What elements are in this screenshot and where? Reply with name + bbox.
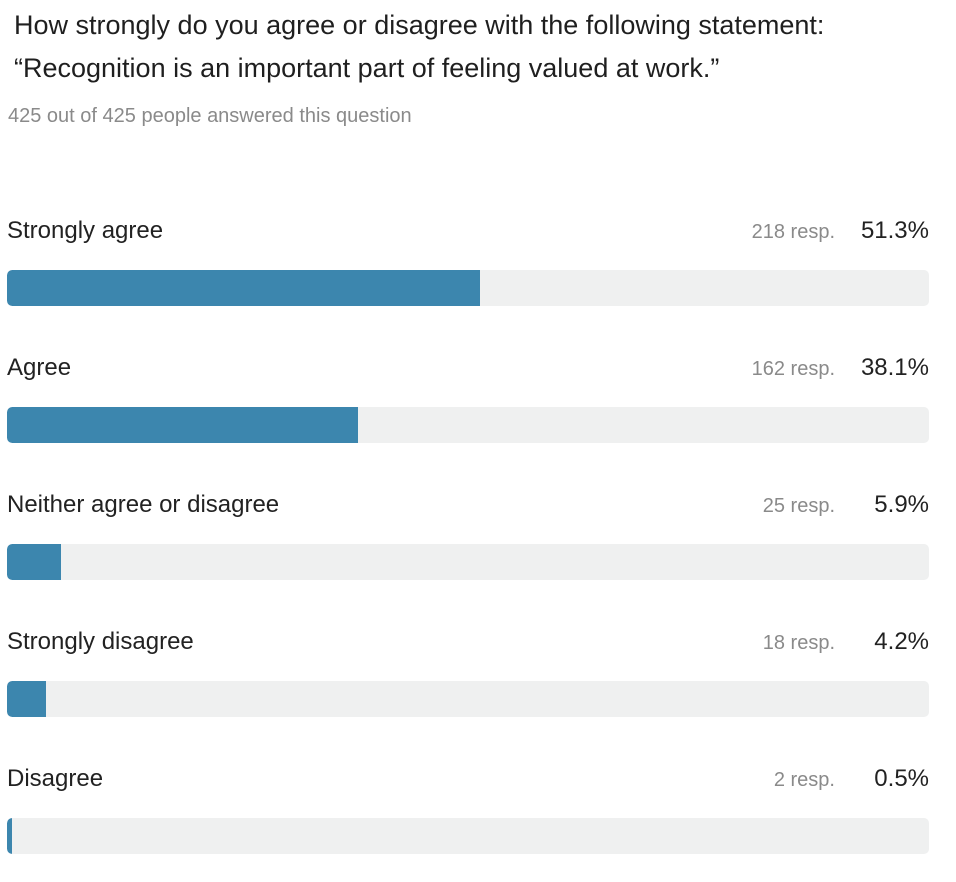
bar-fill [7,681,46,717]
answer-label: Neither agree or disagree [7,491,280,518]
answer-label: Strongly disagree [7,628,194,655]
response-percentage: 5.9% [874,491,929,518]
response-count: 18 resp. [762,632,835,654]
answer-row: Strongly disagree 18 resp. 4.2% [7,627,929,727]
answer-row: Neither agree or disagree 25 resp. 5.9% [7,490,929,590]
bar-fill [7,818,12,854]
answer-row: Strongly agree 218 resp. 51.3% [7,216,929,316]
answer-label: Disagree [7,765,104,792]
response-count: 2 resp. [773,769,835,791]
answer-label: Strongly agree [7,217,164,244]
answer-row: Agree 162 resp. 38.1% [7,353,929,453]
response-count: 218 resp. [751,221,835,243]
bar-track [7,270,929,306]
response-percentage: 0.5% [874,765,929,792]
bar-fill [7,544,61,580]
answer-label: Agree [7,354,72,381]
bar-track [7,818,929,854]
bar-track [7,407,929,443]
bar-fill [7,270,480,306]
response-percentage: 4.2% [874,628,929,655]
bar-fill [7,407,358,443]
question-line-1: How strongly do you agree or disagree wi… [14,10,825,40]
response-count: 25 resp. [762,495,835,517]
response-percentage: 51.3% [860,217,929,244]
question-title: How strongly do you agree or disagree wi… [14,4,944,90]
question-line-2: “Recognition is an important part of fee… [14,53,720,83]
response-percentage: 38.1% [860,354,929,381]
bar-track [7,681,929,717]
response-count: 162 resp. [751,358,835,380]
answer-row: Disagree 2 resp. 0.5% [7,764,929,864]
answered-count: 425 out of 425 people answered this ques… [8,105,412,127]
bar-track [7,544,929,580]
